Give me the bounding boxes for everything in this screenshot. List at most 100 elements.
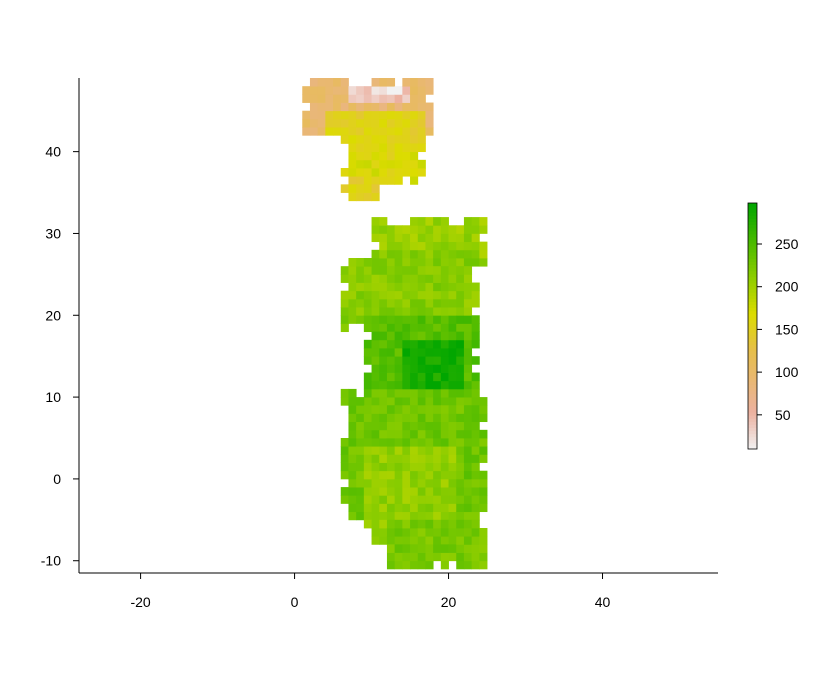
raster-cell [410,429,419,439]
raster-cell [340,118,349,128]
raster-cell [433,454,442,463]
raster-cell [425,478,434,488]
raster-cell [363,495,372,504]
raster-cell [456,290,465,300]
raster-cell [417,429,426,439]
raster-cell [356,184,365,193]
raster-cell [402,225,411,234]
legend-swatch [748,381,757,385]
raster-cell [386,331,396,341]
raster-cell [394,348,403,357]
raster-cell [333,94,342,103]
raster-cell [386,429,396,439]
raster-cell [379,282,388,292]
raster-cell [463,552,473,562]
raster-cell [448,266,457,275]
raster-cell [448,536,457,545]
raster-cell [386,258,396,267]
raster-cell [463,405,473,414]
raster-cell [394,151,403,161]
legend-swatch [748,206,757,210]
raster-cell [410,86,419,95]
raster-cell [425,86,434,95]
raster-cell [356,151,365,161]
raster-cell [394,552,403,562]
raster-cell [440,266,449,275]
raster-cell [425,552,434,562]
raster-cell [363,176,372,185]
raster-cell [379,364,388,373]
raster-cell [471,405,480,414]
raster-cell [479,544,488,553]
legend-swatch [748,276,757,281]
raster-cell [379,110,388,120]
raster-cell [348,266,357,275]
raster-cell [371,429,380,439]
raster-cell [456,536,465,545]
raster-cell [363,94,372,103]
raster-cell [394,429,403,439]
raster-cell [386,94,396,103]
raster-cell [479,405,488,414]
raster-cell [440,380,449,390]
raster-cell [410,331,419,341]
raster-cell [386,86,396,95]
raster-cell [425,438,434,447]
raster-cell [309,86,319,95]
raster-cell [410,217,419,226]
raster-cell [433,249,442,259]
legend-swatch [748,310,757,315]
legend-swatch [748,402,757,407]
raster-cell [448,298,457,308]
raster-cell [386,307,396,316]
raster-cell [425,339,434,349]
raster-cell [386,380,396,390]
raster-cell [348,86,357,95]
raster-cell [440,307,449,316]
raster-cell [463,290,473,300]
raster-cell [386,135,396,144]
raster-cell [425,544,434,553]
raster-cell [417,560,426,570]
raster-cell [371,184,380,193]
raster-cell [363,266,372,275]
raster-cell [379,151,388,161]
legend-swatch [748,221,757,226]
raster-cell [348,110,357,120]
raster-cell [463,372,473,382]
raster-cell [356,397,365,406]
raster-cell [433,258,442,267]
raster-cell [425,356,434,365]
raster-cell [363,421,372,431]
raster-cell [386,413,396,423]
raster-cell [348,315,357,324]
raster-cell [425,511,434,521]
raster-cell [348,470,357,480]
raster-cell [371,470,380,480]
legend-swatch [748,378,757,382]
raster-cell [379,462,388,472]
raster-cell [417,454,426,463]
raster-cell [363,462,372,472]
raster-cell [402,503,411,513]
raster-cell [433,323,442,333]
raster-cell [356,102,365,112]
raster-cell [410,176,419,185]
raster-cell [363,478,372,488]
raster-cell [410,478,419,488]
raster-cell [433,536,442,545]
raster-cell [363,348,372,357]
raster-cell [471,315,480,324]
raster-cell [425,315,434,324]
y-tick-label: 40 [45,144,61,160]
raster-cell [386,487,396,496]
raster-cell [386,266,396,275]
raster-cell [463,446,473,455]
raster-cell [448,282,457,292]
raster-cell [417,159,426,169]
raster-cell [394,536,403,545]
raster-cell [340,487,349,496]
raster-cell [348,478,357,488]
raster-cell [433,282,442,292]
legend-swatch [748,387,757,392]
